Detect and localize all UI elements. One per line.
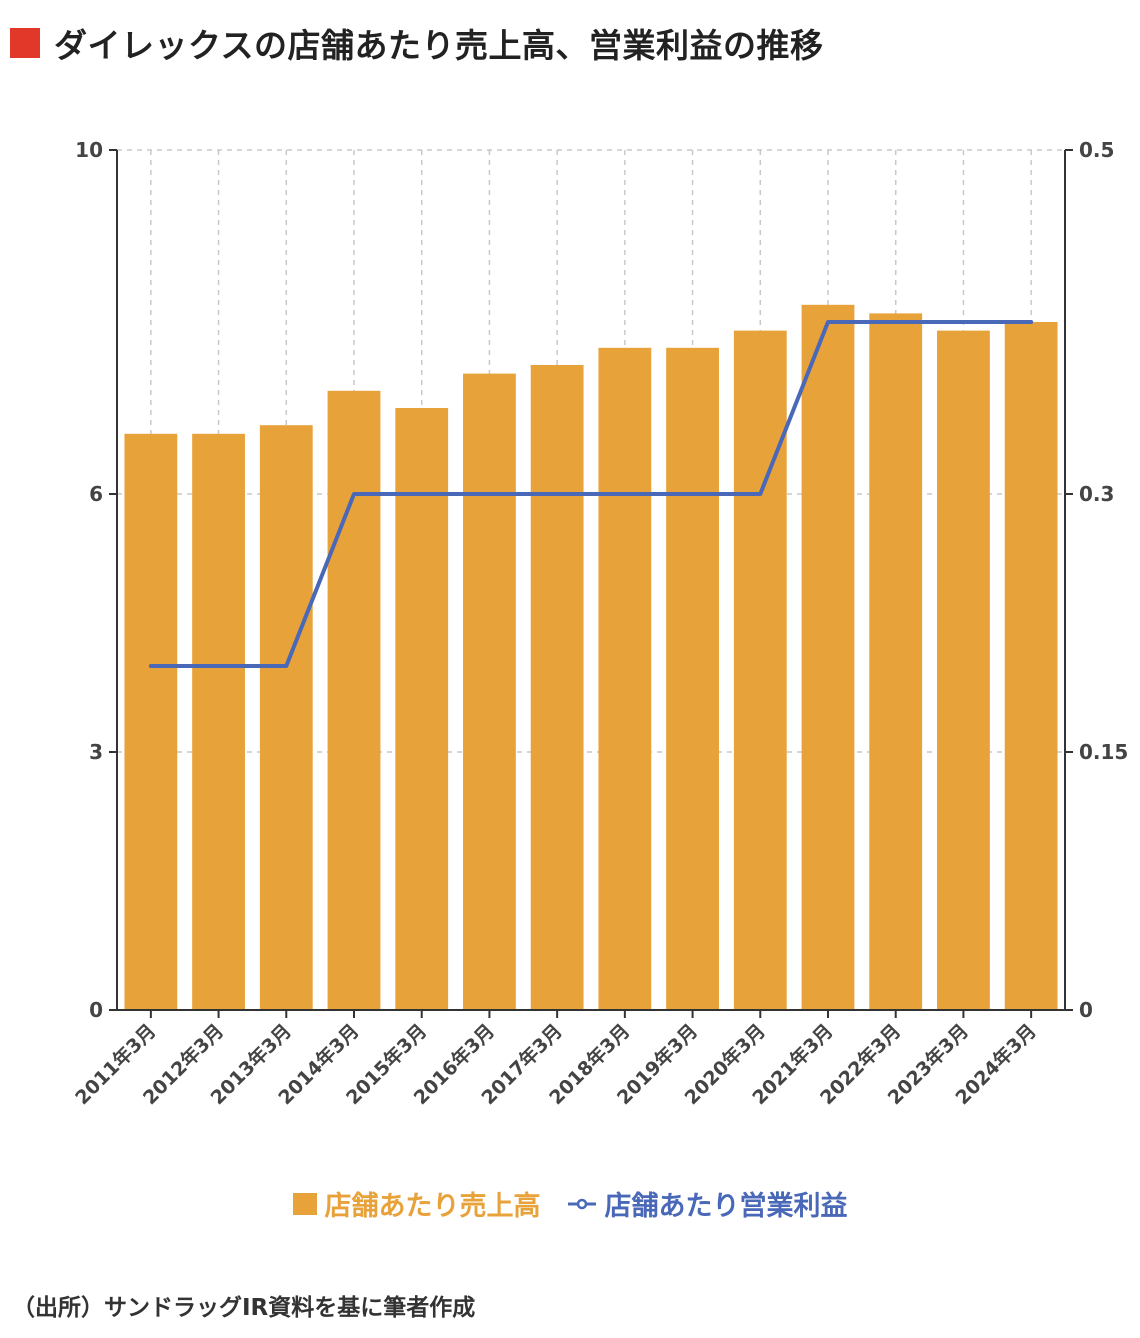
bar-2024年3月 xyxy=(1004,322,1058,1010)
bar-2022年3月 xyxy=(869,313,923,1010)
bar-2015年3月 xyxy=(395,408,449,1010)
y-left-tick-label-3: 10 xyxy=(75,138,103,162)
bar-2013年3月 xyxy=(259,425,313,1010)
y-right-tick-label-2: 0.3 xyxy=(1079,482,1114,506)
chart-title: ダイレックスの店舗あたり売上高、営業利益の推移 xyxy=(10,18,824,68)
bar-2014年3月 xyxy=(327,390,381,1010)
bar-2019年3月 xyxy=(666,347,719,1010)
y-right-tick-label-3: 0.5 xyxy=(1079,138,1114,162)
bar-2012年3月 xyxy=(192,433,245,1010)
bars xyxy=(124,304,1058,1011)
legend-swatch-bar xyxy=(292,1192,317,1215)
bar-2021年3月 xyxy=(801,304,855,1010)
legend-item-sales[interactable]: 店舗あたり売上高 xyxy=(292,1184,541,1223)
y-left-tick-label-0: 0 xyxy=(89,998,103,1022)
y-right-tick-label-1: 0.15 xyxy=(1079,740,1128,764)
bar-2017年3月 xyxy=(530,365,584,1010)
y-left-tick-label-1: 3 xyxy=(89,740,103,764)
legend-item-profit[interactable]: 店舗あたり営業利益 xyxy=(567,1184,848,1223)
axes xyxy=(109,149,1073,1018)
source-note: （出所）サンドラッグIR資料を基に筆者作成 xyxy=(12,1295,476,1321)
legend-swatch-line xyxy=(567,1198,596,1209)
legend-label-sales: 店舗あたり売上高 xyxy=(324,1191,541,1222)
bar-2020年3月 xyxy=(733,330,787,1011)
bar-2011年3月 xyxy=(124,433,178,1010)
profit-line-path xyxy=(148,320,1034,668)
title-text: ダイレックスの店舗あたり売上高、営業利益の推移 xyxy=(54,26,824,65)
profit-line xyxy=(148,320,1034,668)
y-left-tick-label-2: 6 xyxy=(89,482,103,506)
grid xyxy=(117,149,1065,1010)
legend-label-profit: 店舗あたり営業利益 xyxy=(604,1191,848,1222)
title-marker xyxy=(10,28,40,58)
bar-2018年3月 xyxy=(598,347,652,1010)
legend: 店舗あたり売上高 店舗あたり営業利益 xyxy=(0,1184,1140,1223)
bar-2023年3月 xyxy=(937,330,990,1011)
bar-2016年3月 xyxy=(463,373,516,1011)
y-right-tick-label-0: 0 xyxy=(1079,998,1093,1022)
